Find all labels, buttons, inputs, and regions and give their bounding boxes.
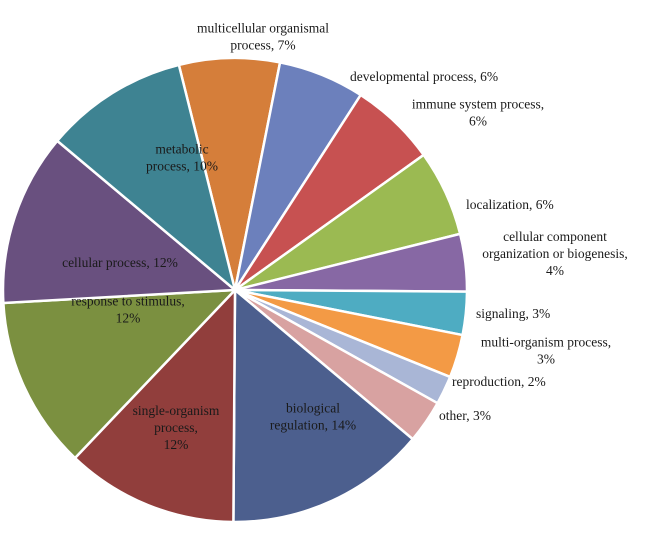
slice-label-response-to-stimulus: response to stimulus, 12%: [71, 294, 185, 326]
slice-label-line: process,: [154, 420, 198, 435]
slice-label-line: 6%: [469, 114, 487, 129]
slice-label-line: reproduction, 2%: [452, 374, 546, 389]
slice-label-immune-system-process: immune system process, 6%: [412, 97, 544, 129]
slice-label-line: 3%: [537, 352, 555, 367]
slice-label-line: response to stimulus,: [71, 294, 185, 309]
slice-label-line: multicellular organismal: [197, 21, 329, 36]
slice-label-line: cellular process, 12%: [62, 255, 178, 270]
slice-label-multicellular-organismal-process: multicellular organismal process, 7%: [197, 21, 329, 53]
slice-label-line: biological: [286, 401, 340, 416]
pie-slices: [1, 56, 469, 524]
slice-label-line: signaling, 3%: [476, 306, 550, 321]
slice-label-line: developmental process, 6%: [350, 69, 498, 84]
slice-label-localization: localization, 6%: [466, 197, 554, 212]
slice-label-line: cellular component: [503, 229, 607, 244]
slice-label-line: 4%: [546, 263, 564, 278]
slice-label-line: process, 7%: [230, 38, 295, 53]
slice-label-line: immune system process,: [412, 97, 544, 112]
slice-label-signaling: signaling, 3%: [476, 306, 550, 321]
slice-label-other: other, 3%: [439, 408, 491, 423]
slice-label-line: single-organism: [133, 403, 220, 418]
pie-slice-cellular-process: [1, 139, 237, 305]
slice-label-single-organism-process: single-organism process, 12%: [133, 403, 220, 452]
slice-label-multi-organism-process: multi-organism process, 3%: [481, 335, 611, 367]
slice-label-line: multi-organism process,: [481, 335, 611, 350]
slice-label-cellular-component-organization-or-biogenesis: cellular component organization or biogen…: [482, 229, 628, 278]
slice-label-line: localization, 6%: [466, 197, 554, 212]
slice-label-metabolic-process: metabolic process, 10%: [146, 142, 218, 174]
slice-label-line: process, 10%: [146, 159, 218, 174]
slice-label-line: metabolic: [155, 142, 208, 157]
pie-slice-multicellular-organismal-process: [177, 56, 282, 292]
pie-slice-single-organism-process: [73, 288, 237, 524]
slice-label-cellular-process: cellular process, 12%: [62, 255, 178, 270]
slice-label-biological-regulation: biological regulation, 14%: [270, 401, 356, 433]
slice-label-line: 12%: [116, 311, 141, 326]
slice-label-line: 12%: [164, 437, 189, 452]
slice-label-reproduction: reproduction, 2%: [452, 374, 546, 389]
slice-label-line: regulation, 14%: [270, 418, 356, 433]
pie-slice-biological-regulation: [232, 288, 414, 524]
slice-label-line: other, 3%: [439, 408, 491, 423]
pie-slice-response-to-stimulus: [2, 288, 237, 460]
pie-labels: multicellular organismal process, 7% devel…: [62, 21, 628, 453]
pie-slice-metabolic-process: [56, 63, 237, 292]
slice-label-developmental-process: developmental process, 6%: [350, 69, 498, 84]
slice-label-line: organization or biogenesis,: [482, 246, 628, 261]
